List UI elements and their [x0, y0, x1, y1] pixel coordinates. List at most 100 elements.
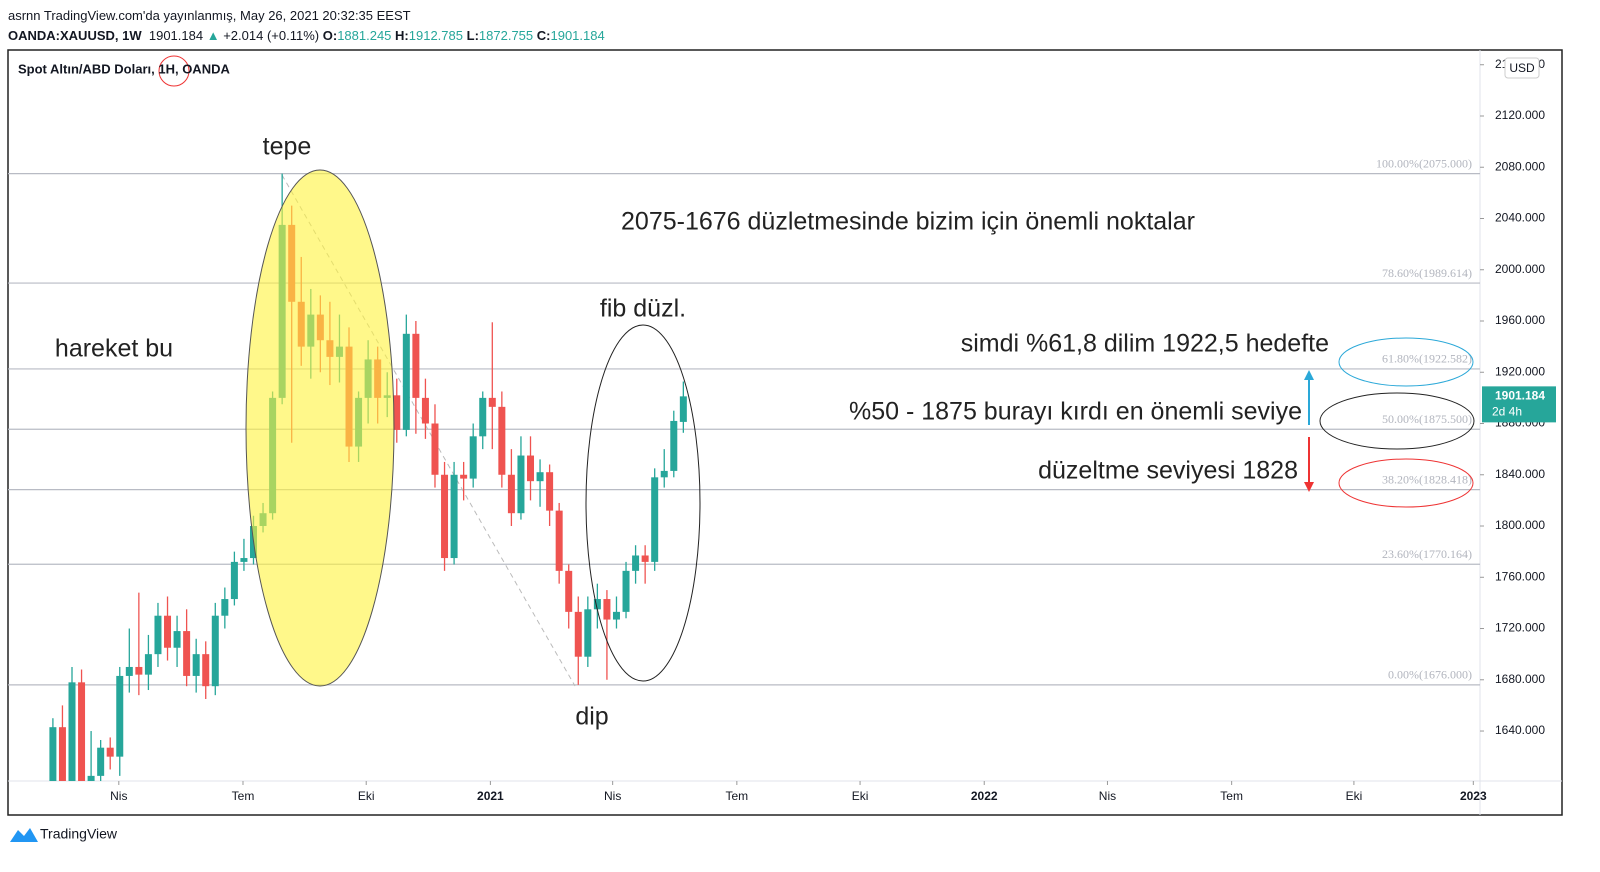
candle-body	[211, 615, 219, 687]
candle-body	[402, 333, 410, 430]
fib-label: 50.00%(1875.500)	[1382, 412, 1472, 426]
y-tick-label: 1920.000	[1495, 364, 1545, 378]
published: asrnn TradingView.com'da yayınlanmış, Ma…	[8, 8, 411, 23]
candle-body	[87, 775, 95, 781]
arrow: ▲	[206, 28, 220, 43]
candle-body	[651, 477, 659, 562]
x-tick-label: Eki	[358, 789, 375, 803]
candle-body	[58, 727, 66, 781]
annotation: fib düzl.	[600, 295, 686, 323]
o: 1881.245	[337, 28, 392, 43]
candle-body	[469, 436, 477, 479]
y-tick-label: 1800.000	[1495, 518, 1545, 532]
ellipse	[1319, 392, 1475, 450]
candle-body	[546, 472, 554, 511]
candle-body	[670, 420, 678, 471]
last: 1901.184	[148, 28, 204, 43]
candle-body	[240, 558, 248, 562]
fib-label: 0.00%(1676.000)	[1388, 668, 1472, 682]
fib-label: 23.60%(1770.164)	[1382, 547, 1472, 561]
candle-body	[106, 747, 114, 757]
logo	[10, 828, 38, 842]
candle-body	[202, 654, 210, 687]
trend-line	[281, 174, 576, 687]
candle-body	[622, 570, 630, 612]
candle-body	[221, 599, 229, 616]
candle-body	[479, 397, 487, 437]
candle-body	[660, 470, 668, 478]
currency: USD	[1509, 61, 1535, 75]
x-tick-label: Nis	[110, 789, 127, 803]
last-price-tag	[1482, 386, 1556, 423]
l: 1872.755	[478, 28, 534, 43]
o-label: O:	[322, 28, 338, 43]
y-tick-label: 2000.000	[1495, 262, 1545, 276]
candle-body	[412, 333, 420, 398]
currency-box	[1504, 57, 1540, 79]
candle-body	[125, 666, 133, 676]
symbol: OANDA:XAUUSD, 1W	[8, 28, 142, 43]
candle-body	[584, 609, 592, 657]
fib-label: 100.00%(2075.000)	[1376, 156, 1472, 170]
annotation: dip	[575, 703, 608, 731]
candle-body	[593, 599, 601, 610]
x-tick-label: Tem	[1220, 789, 1243, 803]
candle-body	[192, 654, 200, 676]
candle-body	[441, 474, 449, 559]
ellipse	[1338, 458, 1474, 508]
x-tick-label: Eki	[852, 789, 869, 803]
candle-body	[565, 570, 573, 612]
c-label: C:	[536, 28, 551, 43]
annotation: %50 - 1875 burayı kırdı en önemli seviye	[849, 398, 1302, 426]
candle-body	[641, 555, 649, 562]
fib-label: 78.60%(1989.614)	[1382, 266, 1472, 280]
candle-body	[679, 396, 687, 422]
candle-body	[164, 615, 172, 648]
candle-body	[393, 395, 401, 430]
candle-body	[488, 397, 496, 407]
y-tick-label: 2040.000	[1495, 211, 1545, 225]
candle-body	[97, 747, 105, 776]
candle-body	[450, 474, 458, 559]
y-tick-label: 2120.000	[1495, 108, 1545, 122]
candle-body	[144, 654, 152, 675]
y-tick-label: 1840.000	[1495, 467, 1545, 481]
x-tick-label: 2023	[1460, 789, 1487, 803]
candle-body	[507, 474, 515, 514]
arrow-down	[1304, 437, 1314, 492]
ellipse	[585, 324, 701, 682]
chart-title: Spot Altın/ABD Doları, 1H, OANDA	[18, 61, 230, 76]
candle-body	[460, 474, 468, 479]
candle-body	[421, 397, 429, 424]
x-tick-label: Nis	[1099, 789, 1116, 803]
x-tick-label: Eki	[1346, 789, 1363, 803]
candle-body	[527, 455, 535, 482]
fib-label: 38.20%(1828.418)	[1382, 472, 1472, 486]
highlight-ellipse	[245, 169, 395, 687]
x-tick-label: 2022	[971, 789, 998, 803]
candle-body	[603, 599, 611, 620]
circle	[158, 55, 190, 87]
y-tick-label: 1960.000	[1495, 313, 1545, 327]
candle-body	[173, 631, 181, 648]
annotation: tepe	[263, 133, 312, 161]
candle-body	[574, 611, 582, 657]
candle-body	[517, 455, 525, 514]
candle-body	[154, 615, 162, 655]
candle-body	[49, 727, 57, 781]
x-tick-label: Nis	[604, 789, 621, 803]
y-tick-label: 1680.000	[1495, 672, 1545, 686]
x-tick-label: Tem	[232, 789, 255, 803]
y-tick-label: 1720.000	[1495, 621, 1545, 635]
footer: TradingView	[40, 826, 118, 842]
arrow-up	[1304, 370, 1314, 425]
candle-body	[135, 666, 143, 675]
ellipse	[1338, 337, 1474, 387]
c: 1901.184	[550, 28, 605, 43]
candle-body	[116, 675, 124, 757]
candle-body	[555, 510, 563, 571]
annotation: simdi %61,8 dilim 1922,5 hedefte	[961, 330, 1329, 358]
last-price: 1901.184	[1495, 389, 1545, 403]
